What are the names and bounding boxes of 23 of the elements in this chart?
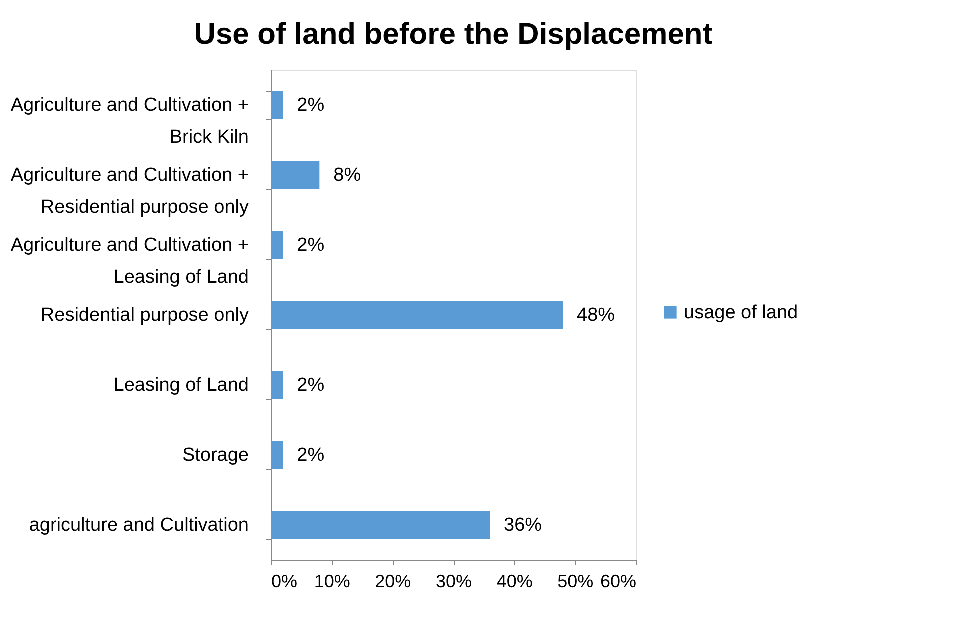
data-label: 2% [297, 95, 325, 116]
y-tick-label: agriculture and Cultivation [29, 515, 249, 536]
data-label: 48% [577, 305, 616, 326]
x-tick-label: 20% [375, 572, 412, 592]
data-label: 2% [297, 235, 325, 256]
y-tick-label: Agriculture and Cultivation + Brick Kiln [10, 95, 249, 148]
data-label: 2% [297, 375, 325, 396]
x-tick-label: 30% [436, 572, 472, 592]
x-tick-label: 60% [600, 572, 636, 592]
data-label: 36% [504, 515, 542, 536]
data-label: 2% [297, 445, 325, 466]
x-tick-label: 10% [314, 572, 350, 592]
x-tick-label: 50% [558, 572, 594, 592]
chart-title: Use of land before the Displacement [194, 18, 713, 51]
data-label: 8% [334, 165, 362, 186]
y-tick-label: Agriculture and Cultivation + Leasing of Land [10, 235, 249, 288]
x-tick-label: 0% [272, 572, 298, 592]
y-tick-label: Agriculture and Cultivation + Residential purpose only [10, 165, 250, 218]
legend-label: usage of land [684, 302, 798, 324]
y-tick-label: Storage [182, 445, 249, 466]
y-tick-label: Leasing of Land [114, 375, 249, 396]
x-tick-label: 40% [496, 572, 533, 592]
y-tick-label: Residential purpose only [40, 305, 250, 326]
